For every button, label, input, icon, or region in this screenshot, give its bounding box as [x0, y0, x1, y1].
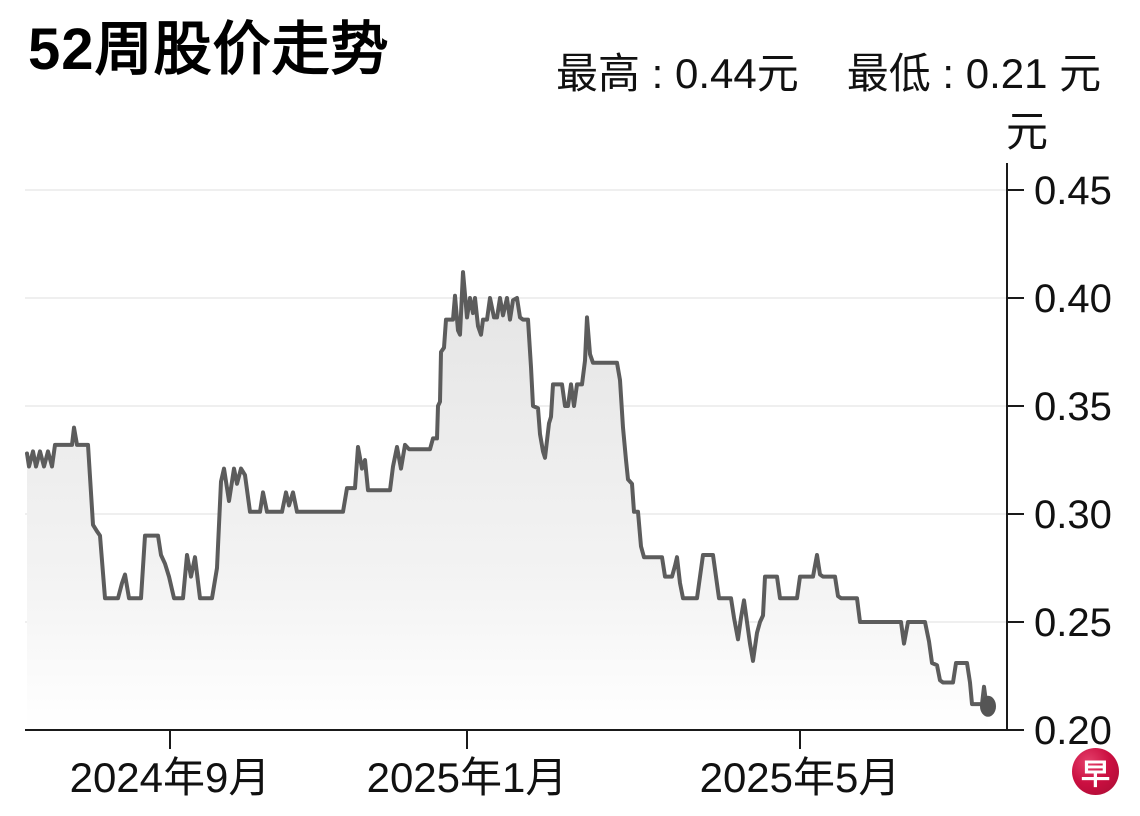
last-price-dot	[980, 695, 996, 717]
zaobao-logo: 早	[1072, 748, 1119, 795]
y-axis-unit-label: 元	[1006, 108, 1048, 155]
x-tick-label: 2024年9月	[70, 754, 271, 801]
y-tick-label: 0.25	[1034, 601, 1112, 645]
high-value-label: 最高 : 0.44元	[556, 50, 799, 97]
x-tick-label: 2025年5月	[700, 754, 901, 801]
page-title: 52周股价走势	[28, 17, 390, 82]
low-value-label: 最低 : 0.21 元	[846, 50, 1102, 97]
y-tick-label: 0.30	[1034, 493, 1112, 537]
y-tick-label: 0.20	[1034, 709, 1112, 753]
y-tick-label: 0.45	[1034, 169, 1112, 213]
y-tick-label: 0.40	[1034, 277, 1112, 321]
price-line	[25, 270, 990, 709]
high-low-stats: 最高 : 0.44元 最低 : 0.21 元	[556, 40, 1101, 101]
zaobao-logo-glyph: 早	[1080, 758, 1110, 791]
x-tick-label: 2025年1月	[367, 754, 568, 801]
price-area	[27, 272, 988, 730]
y-tick-label: 0.35	[1034, 385, 1112, 429]
